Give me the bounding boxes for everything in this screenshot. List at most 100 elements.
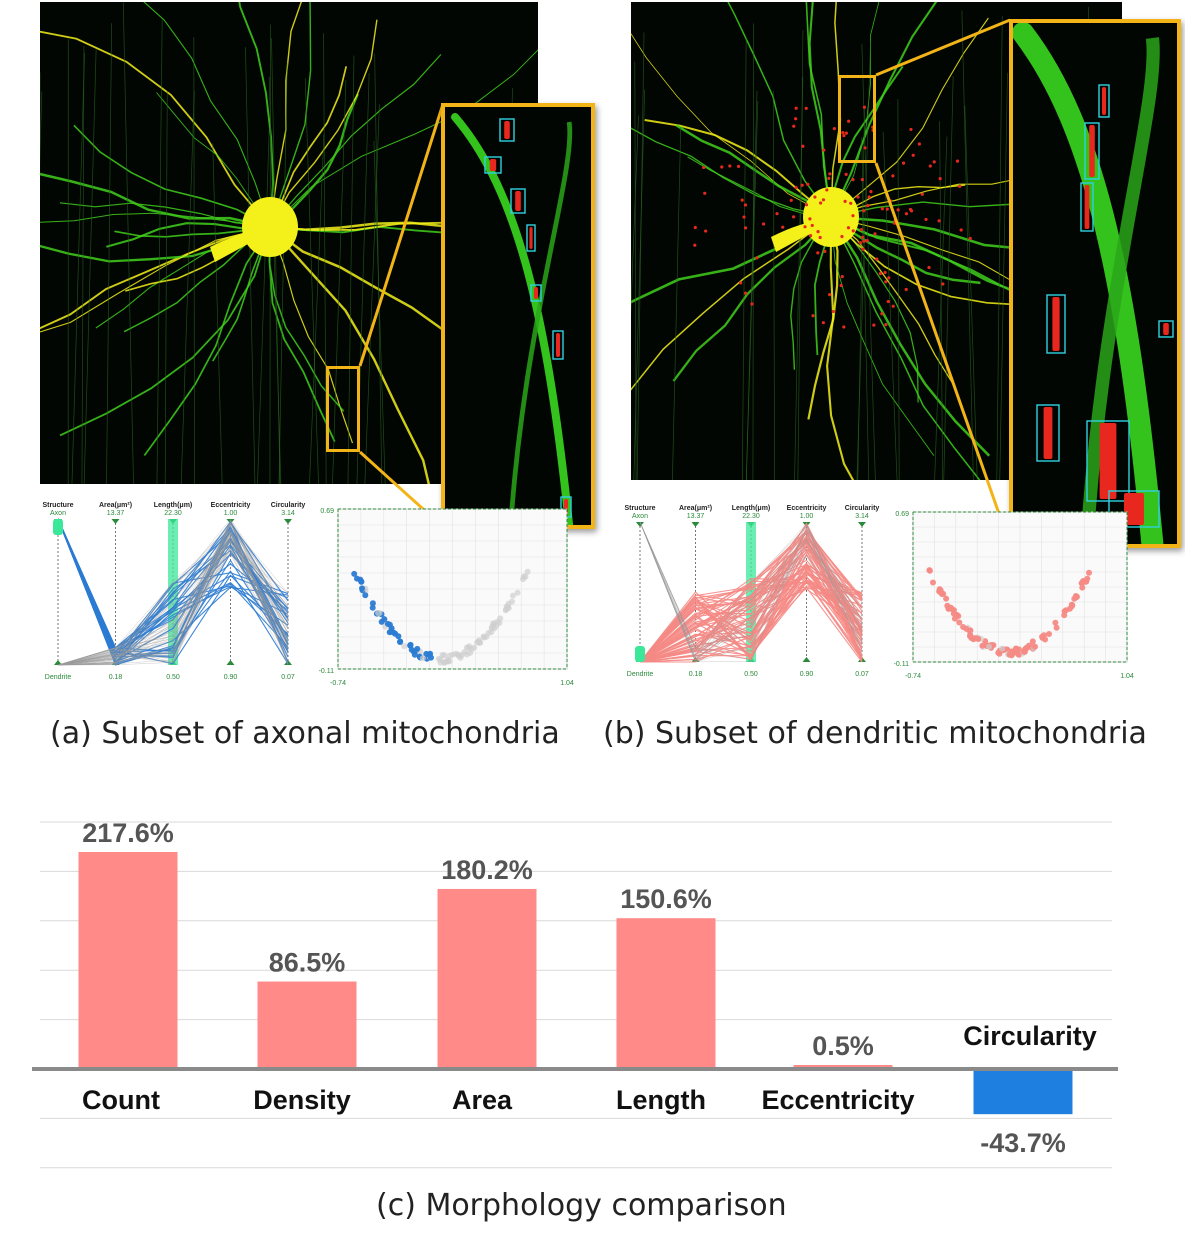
scatter-point (1029, 638, 1036, 645)
dendrite-branch (830, 2, 880, 218)
scatter-point (930, 579, 936, 586)
detection-box (510, 188, 526, 214)
dendrite-branch (631, 33, 832, 218)
category-label: Circularity (963, 1021, 1097, 1051)
mitochondrion-mark (704, 229, 708, 233)
pcp-polyline (639, 553, 863, 663)
mitochondrion-mark (744, 291, 748, 295)
dendrite-branch (830, 2, 842, 218)
bar-value-label: 217.6% (82, 818, 174, 848)
mitochondrion-mark (743, 203, 748, 207)
scatter-point (481, 634, 488, 641)
scatter-point (509, 592, 516, 599)
scatter-point (381, 616, 388, 623)
mitochondrion-mark (821, 198, 826, 202)
scatter-point (1086, 569, 1092, 576)
dendrite-branch (830, 216, 1024, 306)
structure-brush (635, 646, 645, 662)
scatter-point (369, 600, 376, 607)
mitochondrion-mark (739, 281, 743, 285)
mitochondrion-mark (896, 208, 900, 212)
background-fiber (636, 32, 645, 480)
mitochondrion-mark (844, 172, 848, 176)
scatter-point (475, 638, 482, 645)
background-fiber (996, 15, 1003, 480)
scatter-point (362, 592, 369, 599)
mitochondrion-mark (804, 203, 809, 207)
mitochondrion-mark (872, 323, 876, 327)
background-fiber (772, 90, 775, 480)
pcp-axis-max: 13.37 (687, 513, 705, 520)
mitochondrion-mark (827, 176, 831, 180)
category-label: Density (253, 1085, 351, 1115)
mitochondrion-mark (880, 207, 884, 211)
background-fiber (631, 115, 639, 316)
dendrite-branch (830, 177, 1025, 218)
dendrite-zoom-connectors (874, 18, 1012, 546)
pcp-polyline (57, 518, 289, 649)
mitochondrion-mark (932, 160, 936, 164)
pcp-axis-min: 0.18 (689, 671, 703, 678)
dendrite-branch (269, 66, 348, 228)
mitochondrion-mark (792, 124, 796, 128)
mitochondrion-mark (861, 247, 865, 251)
mitochondrion-mark (828, 293, 832, 297)
mitochondrion-mark (728, 164, 732, 168)
scatter-point (466, 643, 473, 650)
scatter-plot-axon[interactable]: 0.69 -0.11 -0.74 1.04 (310, 497, 575, 697)
pcp-axis-min: 0.07 (281, 674, 295, 681)
pcp-polyline (57, 524, 289, 666)
scatter-point (452, 650, 459, 657)
zoomed-branch (1080, 37, 1160, 544)
mitochondrion-mark (928, 164, 932, 168)
dendrite-branch (269, 226, 431, 484)
pcp-polyline (57, 522, 289, 666)
scatter-point (358, 578, 365, 585)
scatter-point (943, 595, 950, 602)
pcp-polyline (639, 529, 863, 663)
scatter-point (956, 619, 963, 626)
mitochondrion-mark (968, 236, 972, 241)
mitochondrion-mark (794, 106, 798, 110)
mitochondrion-mark (862, 105, 867, 109)
dendrite-branch (40, 226, 271, 333)
scatter-point (384, 620, 391, 627)
mitochondrion-mark (958, 184, 962, 189)
scatter-point (369, 604, 376, 611)
mitochondrion (1099, 423, 1117, 499)
mitochondrion-mark (867, 195, 871, 199)
mitochondrion-mark (878, 272, 882, 276)
scatter-point (491, 625, 498, 632)
scatter-point (359, 585, 365, 592)
mitochondrion-mark (866, 203, 870, 208)
mitochondrion (504, 121, 510, 139)
detection-box (530, 284, 542, 302)
scatter-x-min: -0.74 (330, 680, 346, 687)
dendrite-branch (830, 17, 989, 218)
scatter-y-max: 0.69 (895, 511, 909, 518)
scatter-plot-dendrite[interactable]: 0.69 -0.11 -0.74 1.04 (885, 500, 1135, 690)
mitochondrion-mark (720, 165, 724, 169)
axon-zoom-inset (441, 103, 595, 529)
dendrite-branch (156, 92, 271, 228)
mitochondrion-mark (821, 321, 825, 325)
bar-value-label: 86.5% (269, 948, 346, 978)
mitochondrion-mark (702, 165, 706, 170)
pcp-axis-title: Length(μm) (154, 502, 193, 509)
background-fiber (309, 134, 325, 484)
bar-value-label: 0.5% (812, 1031, 874, 1061)
pcp-axis-min: 0.90 (224, 674, 238, 681)
mitochondrion-mark (806, 182, 810, 186)
mitochondrion-mark (813, 195, 817, 199)
mitochondrion-mark (831, 309, 835, 314)
pcp-axis-title: Structure (624, 505, 655, 512)
detection-box (1108, 490, 1160, 528)
pcp-polyline (57, 536, 289, 666)
scatter-x-min: -0.74 (905, 673, 921, 680)
dendrite-branch (631, 216, 832, 391)
bar-count (78, 852, 178, 1067)
mitochondrion-mark (887, 276, 891, 280)
mitochondrion-mark (825, 188, 829, 192)
